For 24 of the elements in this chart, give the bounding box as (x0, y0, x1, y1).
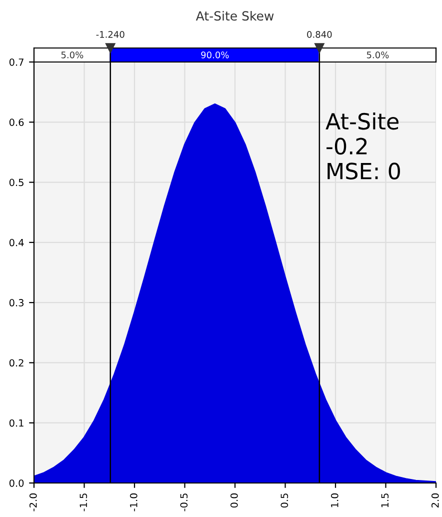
y-tick-label: 0.5 (9, 178, 24, 186)
ref-line-label: -1.240 (96, 31, 124, 38)
x-tick-label: -1.0 (130, 493, 138, 512)
x-tick-label: -1.5 (80, 494, 88, 512)
ref-line-label: 0.840 (307, 31, 332, 38)
x-tick-label: 2.0 (431, 493, 439, 508)
text: 5.0% (61, 51, 84, 58)
x-tick-label: -2.0 (29, 493, 37, 512)
y-tick-label: 0.2 (9, 359, 24, 367)
chart-title: At-Site Skew (196, 10, 274, 21)
x-tick-label: 0.0 (230, 493, 238, 508)
text: 90.0% (201, 51, 229, 58)
x-tick-label: 0.5 (280, 494, 288, 508)
annotation: At-Site -0.2 MSE: 0 (326, 112, 400, 180)
y-tick-label: 0.4 (9, 238, 24, 246)
y-tick-label: 0.3 (9, 299, 24, 306)
x-tick-label: 1.0 (330, 493, 338, 508)
y-tick-label: 0.7 (9, 58, 24, 66)
text: 5.0% (366, 51, 389, 58)
y-tick-label: 0.6 (9, 118, 24, 126)
y-tick-label: 0.1 (9, 419, 24, 427)
x-tick-label: 1.5 (381, 494, 389, 508)
x-tick-label: -0.5 (180, 494, 188, 512)
y-tick-label: 0.0 (9, 479, 24, 487)
